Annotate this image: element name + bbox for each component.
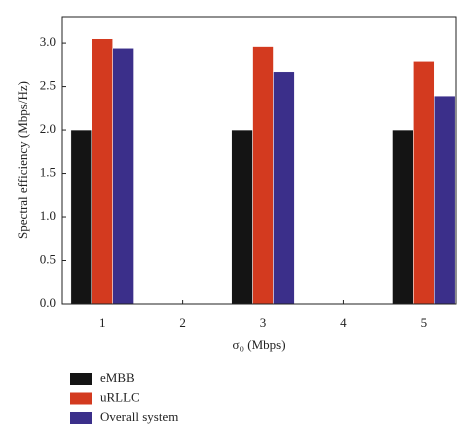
legend-swatch <box>70 412 92 424</box>
y-tick-label: 0.0 <box>40 295 56 310</box>
plot-frame <box>61 16 457 305</box>
y-tick-label: 2.0 <box>40 121 56 136</box>
x-tick-label: 4 <box>340 315 347 330</box>
x-tick-label: 2 <box>179 315 186 330</box>
y-tick-label: 2.5 <box>40 78 56 93</box>
y-tick-label: 3.0 <box>40 34 56 49</box>
bar <box>413 61 435 305</box>
x-axis-label: σ₀ (Mbps) <box>232 337 285 352</box>
bar <box>70 129 93 305</box>
y-tick-label: 1.0 <box>40 208 56 223</box>
legend-label: Overall system <box>100 409 178 424</box>
bar <box>252 46 274 305</box>
bar <box>91 38 113 305</box>
legend-label: uRLLC <box>100 389 140 404</box>
bar <box>434 95 456 305</box>
legend-swatch <box>70 392 92 405</box>
y-axis-label: Spectral efficiency (Mbps/Hz) <box>15 81 30 239</box>
legend-swatch <box>70 373 92 385</box>
bar <box>112 48 134 305</box>
y-tick-label: 0.5 <box>40 251 56 266</box>
legend-label: eMBB <box>100 370 135 385</box>
y-tick-label: 1.5 <box>40 165 56 180</box>
bar <box>231 129 253 305</box>
bar <box>392 129 414 305</box>
x-tick-label: 1 <box>99 315 106 330</box>
bar <box>273 71 295 305</box>
x-tick-label: 5 <box>421 315 428 330</box>
x-tick-label: 3 <box>260 315 267 330</box>
